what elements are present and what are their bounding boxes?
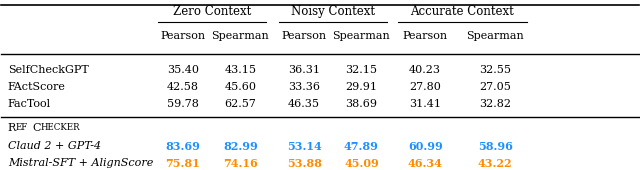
Text: 45.09: 45.09 <box>344 158 379 169</box>
Text: 27.80: 27.80 <box>409 82 441 92</box>
Text: 45.60: 45.60 <box>225 82 257 92</box>
Text: 32.15: 32.15 <box>346 65 378 75</box>
Text: Mistral-SFT + AlignScore: Mistral-SFT + AlignScore <box>8 158 153 168</box>
Text: 59.78: 59.78 <box>167 99 199 109</box>
Text: 40.23: 40.23 <box>409 65 441 75</box>
Text: 74.16: 74.16 <box>223 158 258 169</box>
Text: 53.88: 53.88 <box>287 158 321 169</box>
Text: C: C <box>32 123 40 133</box>
Text: Spearman: Spearman <box>333 31 390 41</box>
Text: 33.36: 33.36 <box>288 82 320 92</box>
Text: 60.99: 60.99 <box>408 141 442 152</box>
Text: Claud 2 + GPT-4: Claud 2 + GPT-4 <box>8 141 101 151</box>
Text: Accurate Context: Accurate Context <box>410 5 515 19</box>
Text: 58.96: 58.96 <box>478 141 513 152</box>
Text: R: R <box>8 123 16 133</box>
Text: 27.05: 27.05 <box>479 82 511 92</box>
Text: 29.91: 29.91 <box>346 82 378 92</box>
Text: Zero Context: Zero Context <box>173 5 251 19</box>
Text: 43.22: 43.22 <box>478 158 513 169</box>
Text: 46.35: 46.35 <box>288 99 320 109</box>
Text: SelfCheckGPT: SelfCheckGPT <box>8 65 88 75</box>
Text: 53.14: 53.14 <box>287 141 321 152</box>
Text: 46.34: 46.34 <box>408 158 443 169</box>
Text: 35.40: 35.40 <box>167 65 199 75</box>
Text: Spearman: Spearman <box>467 31 524 41</box>
Text: 36.31: 36.31 <box>288 65 320 75</box>
Text: 75.81: 75.81 <box>166 158 200 169</box>
Text: FActScore: FActScore <box>8 82 66 92</box>
Text: EF: EF <box>16 123 28 132</box>
Text: Noisy Context: Noisy Context <box>291 5 375 19</box>
Text: Pearson: Pearson <box>161 31 205 41</box>
Text: 47.89: 47.89 <box>344 141 379 152</box>
Text: 82.99: 82.99 <box>223 141 258 152</box>
Text: 38.69: 38.69 <box>346 99 378 109</box>
Text: Pearson: Pearson <box>282 31 326 41</box>
Text: 32.55: 32.55 <box>479 65 511 75</box>
Text: HECKER: HECKER <box>40 123 80 132</box>
Text: Pearson: Pearson <box>403 31 448 41</box>
Text: 32.82: 32.82 <box>479 99 511 109</box>
Text: 42.58: 42.58 <box>167 82 199 92</box>
Text: FacTool: FacTool <box>8 99 51 109</box>
Text: 83.69: 83.69 <box>166 141 200 152</box>
Text: 31.41: 31.41 <box>409 99 441 109</box>
Text: Spearman: Spearman <box>211 31 269 41</box>
Text: 43.15: 43.15 <box>225 65 257 75</box>
Text: 62.57: 62.57 <box>225 99 256 109</box>
